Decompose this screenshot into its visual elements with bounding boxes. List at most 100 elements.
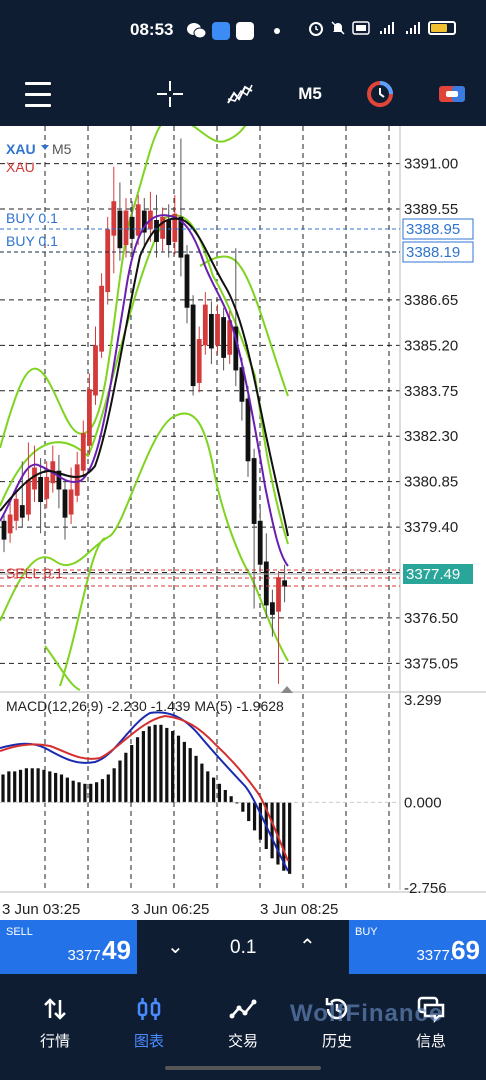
nav-trade-label: 交易 (227, 1033, 258, 1050)
price-tick-label: 3382.30 (404, 428, 458, 445)
candle-body (26, 480, 31, 515)
bottom-navigation: 行情 图表 交易 历史 信息 (0, 974, 486, 1080)
macd-bar (247, 802, 251, 822)
candle-body (68, 489, 74, 515)
macd-bar (223, 790, 227, 803)
candle-body (221, 317, 226, 358)
macd-bar (258, 802, 262, 840)
candle-body (105, 229, 111, 293)
candle-body (99, 285, 104, 352)
app-icon (212, 22, 230, 40)
moving-average-slow (0, 217, 289, 537)
macd-bar (141, 731, 145, 803)
candle-body (13, 498, 19, 521)
horizontal-grid (0, 163, 400, 664)
macd-line (0, 711, 289, 872)
volume-value[interactable]: 0.1 (230, 937, 257, 958)
macd-bar (200, 763, 204, 803)
macd-bar (217, 783, 222, 803)
wallet-icon (236, 22, 254, 40)
battery-icon (428, 21, 456, 35)
macd-label: MACD(12,26,9) -2.230 -1.439 MA(5) -1.962… (6, 698, 284, 714)
candlesticks (1, 138, 287, 684)
macd-bar (7, 771, 11, 803)
candle-body (141, 210, 147, 233)
sell-price-big: 49 (102, 935, 131, 965)
crosshair-icon[interactable] (154, 76, 186, 112)
macd-bar (100, 779, 105, 803)
nav-messages[interactable]: 信息 (386, 994, 476, 1051)
candle-body (129, 216, 135, 239)
candle-body (154, 220, 159, 242)
nav-chart-label: 图表 (133, 1033, 164, 1050)
scroll-marker-icon[interactable] (281, 686, 293, 693)
macd-bar (153, 724, 157, 803)
macd-bar (182, 741, 186, 803)
sell-button[interactable]: SELL 3377. 49 (0, 920, 137, 974)
macd-bar (112, 768, 116, 803)
moving-average-fast (0, 214, 289, 567)
macd-bar (252, 802, 257, 831)
menu-icon[interactable] (24, 76, 52, 112)
buy-level-label-2: BUY 0.1 (6, 233, 58, 249)
buy-button[interactable]: BUY 3377. 69 (349, 920, 486, 974)
macd-bar (1, 774, 5, 803)
buy-level-price-2: 3388.19 (406, 244, 460, 261)
macd-bar (176, 735, 181, 803)
price-chart[interactable]: 3391.00 3389.55 3386.65 3385.20 3383.75 3382.… (0, 126, 486, 920)
sell-label: SELL (6, 926, 33, 938)
candle-body (56, 470, 62, 490)
timeframe-label: M5 (298, 84, 322, 103)
mute-icon (331, 21, 345, 35)
price-tick-label: 3379.40 (404, 519, 458, 536)
macd-bar (288, 802, 292, 874)
candle-body (215, 314, 220, 346)
nav-history[interactable]: 历史 (292, 994, 382, 1051)
volume-increase-button[interactable]: ⌃ (299, 936, 316, 958)
macd-bar (24, 768, 28, 803)
time-label-1: 3 Jun 03:25 (2, 901, 80, 918)
macd-bar (171, 731, 175, 803)
candle-body (62, 489, 68, 518)
candle-body (233, 326, 239, 371)
chart-icon (104, 994, 194, 1024)
macd-bar (229, 796, 233, 803)
candle-body (80, 433, 86, 471)
history-icon (292, 994, 382, 1024)
macd-bar (36, 768, 40, 803)
candle-body (196, 339, 202, 383)
macd-bar (165, 727, 169, 803)
candle-body (32, 467, 37, 490)
macd-tick-label: 3.299 (404, 692, 442, 709)
candle-body (38, 476, 43, 502)
nav-trade[interactable]: 交易 (198, 994, 288, 1051)
home-indicator[interactable] (165, 1066, 321, 1070)
candle-body (135, 204, 141, 236)
volume-decrease-button[interactable]: ⌄ (167, 936, 184, 958)
nav-quotes[interactable]: 行情 (10, 994, 100, 1051)
indicators-icon[interactable] (224, 76, 256, 112)
macd-bar (194, 755, 198, 803)
candle-body (202, 304, 208, 346)
macd-bar (65, 777, 69, 803)
macd-bar (206, 771, 210, 803)
candle-body (93, 345, 98, 396)
nav-chart[interactable]: 图表 (104, 994, 194, 1051)
macd-bar (71, 780, 75, 803)
timeframe-button[interactable]: M5 (292, 76, 328, 112)
signal-5g-icon (380, 22, 394, 34)
notification-icons (186, 22, 280, 40)
signal-4g-icon (406, 22, 420, 34)
macd-bar (42, 769, 46, 803)
buy-price-small: 3377. (416, 947, 454, 964)
symbol-dropdown-icon[interactable] (41, 145, 49, 150)
current-price-tag: 3377.49 (406, 566, 460, 583)
candle-body (245, 398, 251, 462)
macd-bar (276, 802, 280, 865)
one-click-trading-icon[interactable] (436, 76, 468, 112)
chart-area[interactable]: 3391.00 3389.55 3386.65 3385.20 3383.75 3382.… (0, 126, 486, 920)
nav-messages-label: 信息 (415, 1033, 446, 1050)
macd-bar (48, 771, 52, 803)
clock-icon[interactable] (364, 76, 396, 112)
price-tick-label: 3380.85 (404, 474, 458, 491)
